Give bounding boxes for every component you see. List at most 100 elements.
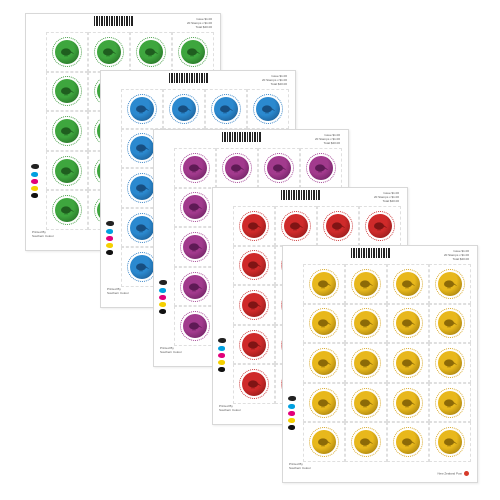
stamp: [46, 190, 88, 230]
stamp: [46, 32, 88, 72]
colour-swatch: [159, 288, 166, 293]
stamp-grid: [303, 264, 471, 462]
kiwi-icon: [444, 319, 457, 329]
stamp: [88, 32, 130, 72]
stamp: [345, 264, 387, 304]
stamp-ring: [306, 152, 336, 183]
stamp-ring: [351, 308, 381, 339]
kiwi-icon: [61, 87, 74, 97]
stamp: [216, 148, 258, 188]
stamp-ring: [180, 231, 210, 262]
kiwi-icon: [273, 164, 286, 173]
stamp: [345, 343, 387, 383]
kiwi-register-icon: [31, 164, 39, 169]
stamp-ring: [309, 387, 339, 418]
colour-swatch: [106, 250, 113, 255]
printer-imprint-line: Southern Colour: [32, 234, 54, 238]
stamp: [130, 32, 172, 72]
stamp: [121, 207, 163, 248]
kiwi-icon: [402, 438, 415, 447]
colour-swatch: [106, 243, 113, 248]
printer-imprint-line: Printed By: [289, 462, 303, 466]
kiwi-icon: [402, 398, 415, 408]
colour-swatch: [218, 353, 225, 358]
stamp: [429, 303, 471, 344]
colour-swatch: [288, 425, 295, 430]
stamp-ring: [136, 36, 166, 67]
kiwi-icon: [136, 263, 149, 272]
stamp-ring: [52, 155, 82, 186]
stamp-ring: [239, 369, 269, 400]
stamp-ring: [169, 93, 199, 124]
printer-imprint: Printed By Southern Colour: [32, 230, 54, 238]
kiwi-icon: [136, 223, 149, 233]
post-label: New Zealand Post: [437, 471, 462, 476]
sheet-meta-line: Issue $1.00: [324, 133, 340, 137]
kiwi-icon: [444, 280, 457, 289]
stamp: [303, 343, 345, 383]
stamp-ring: [435, 387, 465, 418]
barcode: [169, 73, 209, 83]
sheet-meta-line: Total $20.00: [195, 25, 212, 29]
colour-swatch: [159, 295, 166, 300]
kiwi-register-icon: [159, 280, 167, 285]
stamp: [174, 266, 216, 307]
stamp-ring: [52, 76, 82, 107]
sheet-meta-line: 20 Stamps x $1.00: [261, 78, 287, 82]
stamp-ring: [180, 152, 210, 183]
kiwi-icon: [248, 380, 261, 389]
colour-swatch: [31, 172, 38, 177]
stamp-ring: [323, 210, 353, 241]
stamp: [303, 422, 345, 462]
sheet-meta-line: Total $20.00: [452, 257, 469, 261]
kiwi-icon: [248, 261, 261, 271]
sheet-meta: Issue $1.00 20 Stamps x $1.00 Total $20.00: [314, 133, 340, 145]
colour-register-marks: [288, 396, 298, 432]
kiwi-icon: [145, 48, 158, 57]
sheet-meta: Issue $1.00 20 Stamps x $1.00 Total $20.00: [261, 74, 287, 86]
kiwi-icon: [444, 398, 457, 408]
stamp-ring: [435, 427, 465, 458]
stamp: [387, 303, 429, 344]
kiwi-icon: [61, 48, 74, 57]
printer-imprint-line: Printed By: [219, 404, 233, 408]
stamp: [247, 89, 289, 129]
kiwi-icon: [318, 319, 331, 329]
colour-swatch: [106, 229, 113, 234]
printer-imprint-line: Printed By: [107, 287, 121, 291]
kiwi-icon: [318, 438, 331, 447]
stamp-ring: [365, 210, 395, 241]
kiwi-icon: [248, 301, 261, 310]
stamp: [429, 343, 471, 383]
kiwi-icon: [290, 222, 303, 231]
sheet-meta-line: Total $20.00: [323, 141, 340, 145]
printer-imprint-line: Southern Colour: [219, 408, 241, 412]
kiwi-icon: [360, 438, 373, 447]
stamp-ring: [264, 152, 294, 183]
stamp-ring: [178, 36, 208, 67]
kiwi-icon: [189, 164, 202, 173]
printer-imprint-line: Southern Colour: [289, 466, 311, 470]
sheet-meta-line: Issue $1.00: [453, 249, 469, 253]
kiwi-icon: [61, 206, 74, 215]
kiwi-icon: [136, 105, 149, 114]
stamp-ring: [309, 347, 339, 378]
stamp-ring: [239, 329, 269, 360]
stamp: [387, 382, 429, 423]
stamp-ring: [239, 210, 269, 241]
kiwi-icon: [444, 359, 457, 368]
kiwi-icon: [360, 280, 373, 289]
kiwi-icon: [360, 359, 373, 368]
stamp-ring: [253, 93, 283, 124]
stamp-ring: [309, 427, 339, 458]
colour-swatch: [288, 404, 295, 409]
colour-swatch: [288, 411, 295, 416]
kiwi-icon: [136, 184, 149, 193]
kiwi-icon: [318, 398, 331, 408]
stamp: [317, 206, 359, 246]
stamp-ring: [351, 387, 381, 418]
stamp: [429, 264, 471, 304]
sheet-meta: Issue $1.00 20 Stamps x $1.00 Total $20.00: [443, 249, 469, 261]
kiwi-icon: [318, 359, 331, 368]
stamp-ring: [180, 192, 210, 223]
